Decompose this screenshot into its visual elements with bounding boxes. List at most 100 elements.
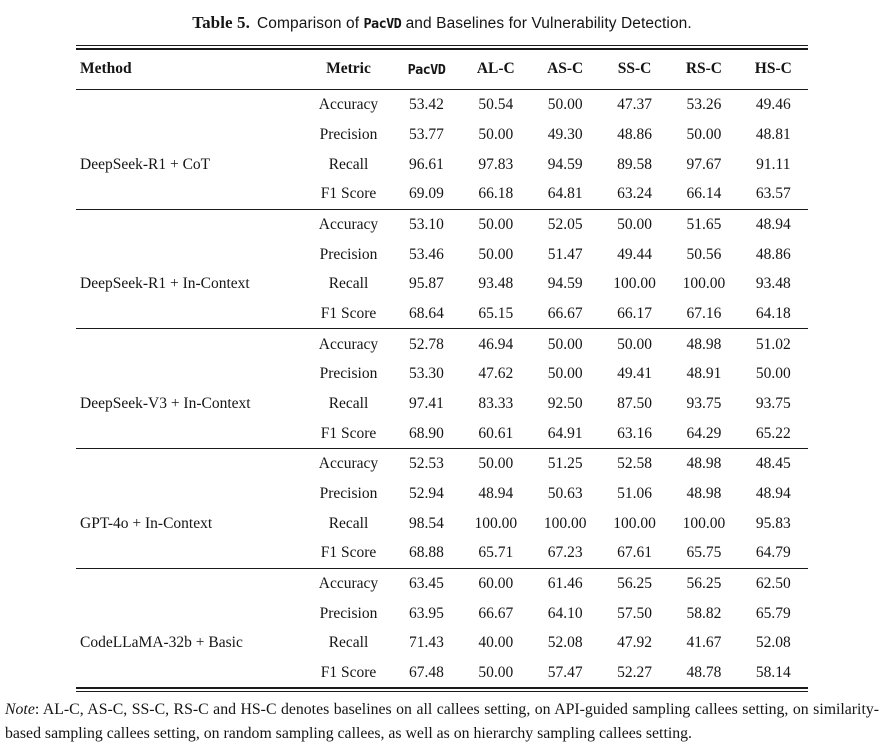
table-row: F1 Score 69.09 66.18 64.81 63.24 66.14 63.57: [76, 179, 808, 209]
table-note: Note: AL-C, AS-C, SS-C, RS-C and HS-C de…: [5, 698, 879, 745]
value-cell: 66.67: [478, 604, 514, 622]
value-cell-pacvd: 53.42: [408, 96, 444, 114]
method-label: DeepSeek-R1 + In-Context: [80, 275, 250, 293]
value-cell: 89.58: [617, 155, 652, 173]
value-cell: 56.25: [599, 567, 670, 599]
value-cell: 66.67: [547, 304, 583, 322]
value-cell: 48.98: [669, 328, 739, 360]
method-cell: DeepSeek-R1 + In-Context: [76, 208, 306, 329]
value-cell: 51.06: [617, 484, 652, 502]
value-cell: 57.50: [617, 604, 652, 622]
metric-cell: Accuracy: [305, 567, 392, 599]
table-caption-label: Table 5.: [192, 13, 250, 32]
metric-cell: Accuracy: [318, 96, 379, 114]
value-cell: 48.98: [669, 448, 739, 479]
metric-cell: F1 Score: [320, 544, 377, 562]
value-cell: 93.48: [755, 275, 791, 293]
table-row: Precision 53.30 47.62 50.00 49.41 48.91 50.00: [76, 359, 808, 389]
value-cell: 52.05: [530, 208, 600, 240]
metric-cell: Precision: [319, 604, 378, 622]
value-cell-pacvd: 68.90: [408, 424, 444, 442]
value-cell-pacvd: 98.54: [408, 514, 444, 532]
value-cell: 66.17: [617, 304, 652, 322]
value-cell: 67.23: [547, 544, 583, 562]
table-row: CodeLLaMA-32b + Basic Accuracy 63.45 60.00 6…: [76, 567, 808, 688]
value-cell: 64.18: [755, 304, 791, 322]
method-label: GPT-4o + In-Context: [80, 514, 213, 532]
value-cell: 53.26: [686, 96, 722, 114]
value-cell: 95.83: [755, 514, 791, 532]
table-caption: Table 5. Comparison of PacVD and Baseline…: [0, 13, 884, 33]
value-cell: 66.14: [686, 185, 722, 203]
value-cell: 57.47: [547, 663, 583, 681]
header-cell-metric: Metric: [305, 50, 392, 90]
table-row: Recall 71.43 40.00 52.08 47.92 41.67 52.08: [76, 628, 808, 658]
value-cell-pacvd: 68.88: [408, 544, 444, 562]
value-cell: 52.58: [599, 448, 670, 479]
metric-cell: Accuracy: [305, 208, 392, 240]
table-row: Precision 63.95 66.67 64.10 57.50 58.82 65.79: [76, 598, 808, 628]
tool-name: PacVD: [363, 16, 402, 32]
value-cell-pacvd: 53.46: [408, 245, 444, 263]
table-bottom-rule: [76, 687, 808, 693]
value-cell: 65.71: [478, 544, 514, 562]
value-cell: 46.94: [461, 328, 531, 360]
value-cell-pacvd: 71.43: [408, 634, 444, 652]
value-cell: 56.25: [669, 567, 739, 599]
value-cell: 63.57: [755, 185, 791, 203]
table-caption-text-after: and Baselines for Vulnerability Detectio…: [401, 15, 692, 32]
value-cell: 48.94: [755, 484, 791, 502]
value-cell: 65.75: [686, 544, 722, 562]
value-cell: 50.00: [599, 208, 670, 240]
value-cell: 50.00: [755, 365, 791, 383]
value-cell: 50.00: [547, 96, 583, 114]
value-cell: 94.59: [547, 275, 583, 293]
table-row: Precision 53.77 50.00 49.30 48.86 50.00 48.81: [76, 120, 808, 150]
value-cell: 51.02: [738, 328, 808, 360]
note-text: : AL-C, AS-C, SS-C, RS-C and HS-C denote…: [5, 701, 879, 742]
header-cell-method: Method: [76, 50, 306, 90]
value-cell: 49.46: [755, 96, 791, 114]
value-cell-pacvd: 63.45: [391, 567, 462, 599]
value-cell: 83.33: [478, 394, 514, 412]
table-row: Recall 98.54 100.00 100.00 100.00 100.00 95.83: [76, 508, 808, 538]
value-cell: 93.75: [686, 394, 722, 412]
value-cell-pacvd: 63.95: [408, 604, 444, 622]
value-cell: 60.61: [478, 424, 514, 442]
header-cell-al-c: AL-C: [461, 50, 531, 90]
header-cell-hs-c: HS-C: [738, 50, 808, 90]
value-cell: 60.00: [461, 567, 531, 599]
value-cell: 47.92: [617, 634, 652, 652]
value-cell: 100.00: [543, 514, 587, 532]
paper-table-figure: Table 5. Comparison of PacVD and Baseline…: [0, 13, 884, 746]
value-cell: 48.45: [738, 448, 808, 479]
table-row: Precision 53.46 50.00 51.47 49.44 50.56 48.86: [76, 239, 808, 269]
metric-cell: Precision: [319, 365, 378, 383]
table-row: F1 Score 68.88 65.71 67.23 67.61 65.75 64.79: [76, 538, 808, 568]
value-cell: 100.00: [682, 514, 726, 532]
value-cell: 47.37: [617, 96, 652, 114]
value-cell: 97.67: [686, 155, 722, 173]
table-row: F1 Score 67.48 50.00 57.47 52.27 48.78 58.14: [76, 658, 808, 688]
value-cell: 65.22: [755, 424, 791, 442]
value-cell: 100.00: [682, 275, 726, 293]
metric-cell: F1 Score: [320, 424, 377, 442]
value-cell: 93.48: [478, 275, 514, 293]
value-cell: 48.94: [478, 484, 514, 502]
value-cell-pacvd: 53.77: [408, 125, 444, 143]
metric-cell: Recall: [328, 275, 369, 293]
value-cell: 48.98: [686, 484, 722, 502]
value-cell: 51.65: [669, 208, 739, 240]
method-cell: DeepSeek-V3 + In-Context: [76, 328, 306, 449]
metric-cell: Accuracy: [305, 448, 392, 479]
note-label: Note: [5, 701, 35, 719]
value-cell-pacvd: 52.94: [408, 484, 444, 502]
table-row: GPT-4o + In-Context Accuracy 52.53 50.00 51.…: [76, 448, 808, 569]
method-cell: CodeLLaMA-32b + Basic: [76, 567, 306, 688]
value-cell: 65.79: [755, 604, 791, 622]
value-cell: 64.10: [547, 604, 583, 622]
value-cell: 100.00: [474, 514, 518, 532]
value-cell: 63.16: [617, 424, 652, 442]
value-cell: 49.44: [617, 245, 652, 263]
value-cell: 63.24: [617, 185, 652, 203]
